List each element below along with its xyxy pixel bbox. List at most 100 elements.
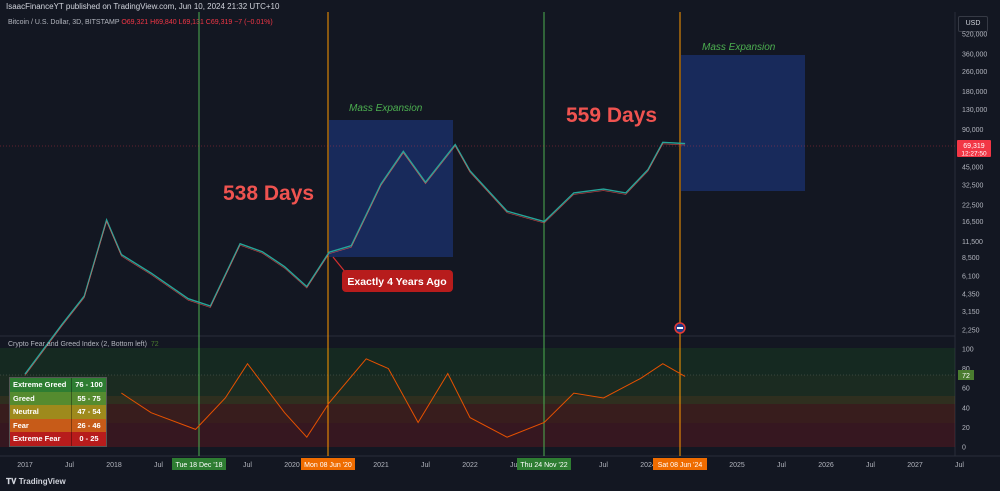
price-tick-label: 130,000 [962,107,987,114]
zone-fear [0,404,955,423]
expansion-box-2[interactable] [681,55,805,191]
marker-tag-dec-2018-text: Tue 18 Dec '18 [176,462,223,469]
legend-row-greed: Greed 55 - 75 [10,391,106,406]
symbol-info: Bitcoin / U.S. Dollar, 3D, BITSTAMP O69,… [8,19,273,26]
price-tick-label: 4,350 [962,292,980,299]
marker-tag-jun-2024-text: Sat 08 Jun '24 [658,462,703,469]
annotation-538-days: 538 Days [223,182,314,205]
fear-greed-legend: Extreme Greed 76 - 100 Greed 55 - 75 Neutr… [9,377,107,447]
time-tick-label: 2018 [106,462,122,469]
price-tick-label: 520,000 [962,32,987,39]
time-tick-label: 2024 [640,462,656,469]
time-tick-label: Jul [421,462,430,469]
annotation-559-days: 559 Days [566,104,657,127]
indicator-title[interactable]: Crypto Fear and Greed Index (2, Bottom l… [8,341,159,348]
price-tick-label: 2,250 [962,328,980,335]
indicator-value-tag [958,370,974,380]
indicator-tick-label: 60 [962,386,970,393]
legend-label: Fear [10,418,72,433]
last-price-value: 69,319 [963,143,985,150]
ohlc-values: O69,321 H69,840 L69,131 C69,319 −7 (−0.0… [121,19,273,26]
price-tick-label: 90,000 [962,127,984,134]
tradingview-logo[interactable]: 𝐓𝐕 TradingView [6,477,66,487]
time-tick-label: Jul [599,462,608,469]
indicator-axis[interactable]: 0 20 40 60 80 100 [962,347,974,452]
zone-greed [0,375,955,396]
indicator-tick-label: 80 [962,366,970,373]
time-tick-label: 2025 [729,462,745,469]
time-tick-label: Jul [243,462,252,469]
marker-tag-jun-2020 [301,458,355,470]
callout-pointer [332,256,347,274]
marker-tag-nov-2022 [517,458,571,470]
price-tick-label: 22,500 [962,202,984,209]
legend-range: 76 - 100 [75,380,103,389]
time-tick-label: Jul [65,462,74,469]
indicator-tick-label: 100 [962,347,974,354]
price-tick-label: 260,000 [962,69,987,76]
price-axis[interactable]: 2,250 3,150 4,350 6,100 8,500 11,500 16,500 22,… [962,32,987,335]
symbol-name[interactable]: Bitcoin / U.S. Dollar, 3D, BITSTAMP [8,19,120,26]
zone-neutral [0,396,955,404]
time-tick-label: 2020 [284,462,300,469]
marker-tag-jun-2024 [653,458,707,470]
last-price-tag [957,140,991,157]
price-tick-label: 3,150 [962,309,980,316]
callout-box[interactable] [342,270,453,292]
legend-row-extreme-fear: Extreme Fear 0 - 25 [10,432,106,446]
price-tick-label: 180,000 [962,89,987,96]
expansion-box-1[interactable] [329,120,453,257]
time-tick-label: 2021 [373,462,389,469]
indicator-value-tag-text: 72 [962,373,970,380]
time-axis[interactable]: 2017Jul2018Jul2019Jul2020Jul2021Jul2022J… [17,462,964,469]
indicator-title-text: Crypto Fear and Greed Index (2, Bottom l… [8,341,147,348]
publisher-header: IsaacFinanceYT published on TradingView.… [6,2,280,11]
time-tick-label: 2026 [818,462,834,469]
time-tick-label: Jul [955,462,964,469]
price-tick-label: 6,100 [962,273,980,280]
price-tick-label: 45,000 [962,165,984,172]
currency-button[interactable]: USD [958,16,988,32]
tv-logo-icon: 𝐓𝐕 [6,477,19,486]
legend-label: Greed [10,391,72,406]
time-tick-label: 2027 [907,462,923,469]
price-tick-label: 360,000 [962,51,987,58]
callout-exactly-4-years: Exactly 4 Years Ago [347,276,446,288]
zone-extreme-greed [0,348,955,375]
indicator-tick-label: 0 [962,445,966,452]
fear-greed-line[interactable] [121,358,686,439]
marker-tag-jun-2020-text: Mon 08 Jun '20 [304,462,352,469]
price-tick-label: 11,500 [962,239,983,246]
legend-range: 26 - 46 [77,420,101,430]
countdown-value: 12:27:50 [961,151,987,158]
legend-label: Neutral [10,405,72,419]
legend-label: Extreme Greed [10,378,72,392]
time-tick-label: Jul [510,462,519,469]
legend-range: 55 - 75 [77,393,101,403]
time-tick-label: 2022 [462,462,478,469]
zone-extreme-fear [0,423,955,447]
legend-range: 47 - 54 [77,407,101,417]
indicator-current-value: 72 [150,341,159,348]
indicator-tick-label: 20 [962,425,970,432]
tv-logo-text: TradingView [18,477,66,486]
price-tick-label: 32,500 [962,182,984,189]
annotation-mass-expansion-1: Mass Expansion [349,103,423,114]
legend-row-fear: Fear 26 - 46 [10,418,106,433]
price-series-wicks [24,143,686,376]
price-series-line[interactable] [24,141,686,375]
legend-range: 0 - 25 [79,434,99,444]
legend-label: Extreme Fear [10,432,72,446]
time-tick-label: 2017 [17,462,33,469]
price-tick-label: 8,500 [962,255,980,262]
price-tick-label: 16,500 [962,219,984,226]
marker-tag-nov-2022-text: Thu 24 Nov '22 [520,462,567,469]
legend-row-extreme-greed: Extreme Greed 76 - 100 [10,378,106,392]
time-tick-label: Jul [777,462,786,469]
legend-row-neutral: Neutral 47 - 54 [10,405,106,419]
indicator-tick-label: 40 [962,405,970,412]
halving-event-icon-mark [677,327,683,329]
time-tick-label: Jul [154,462,163,469]
time-tick-label: Jul [866,462,875,469]
